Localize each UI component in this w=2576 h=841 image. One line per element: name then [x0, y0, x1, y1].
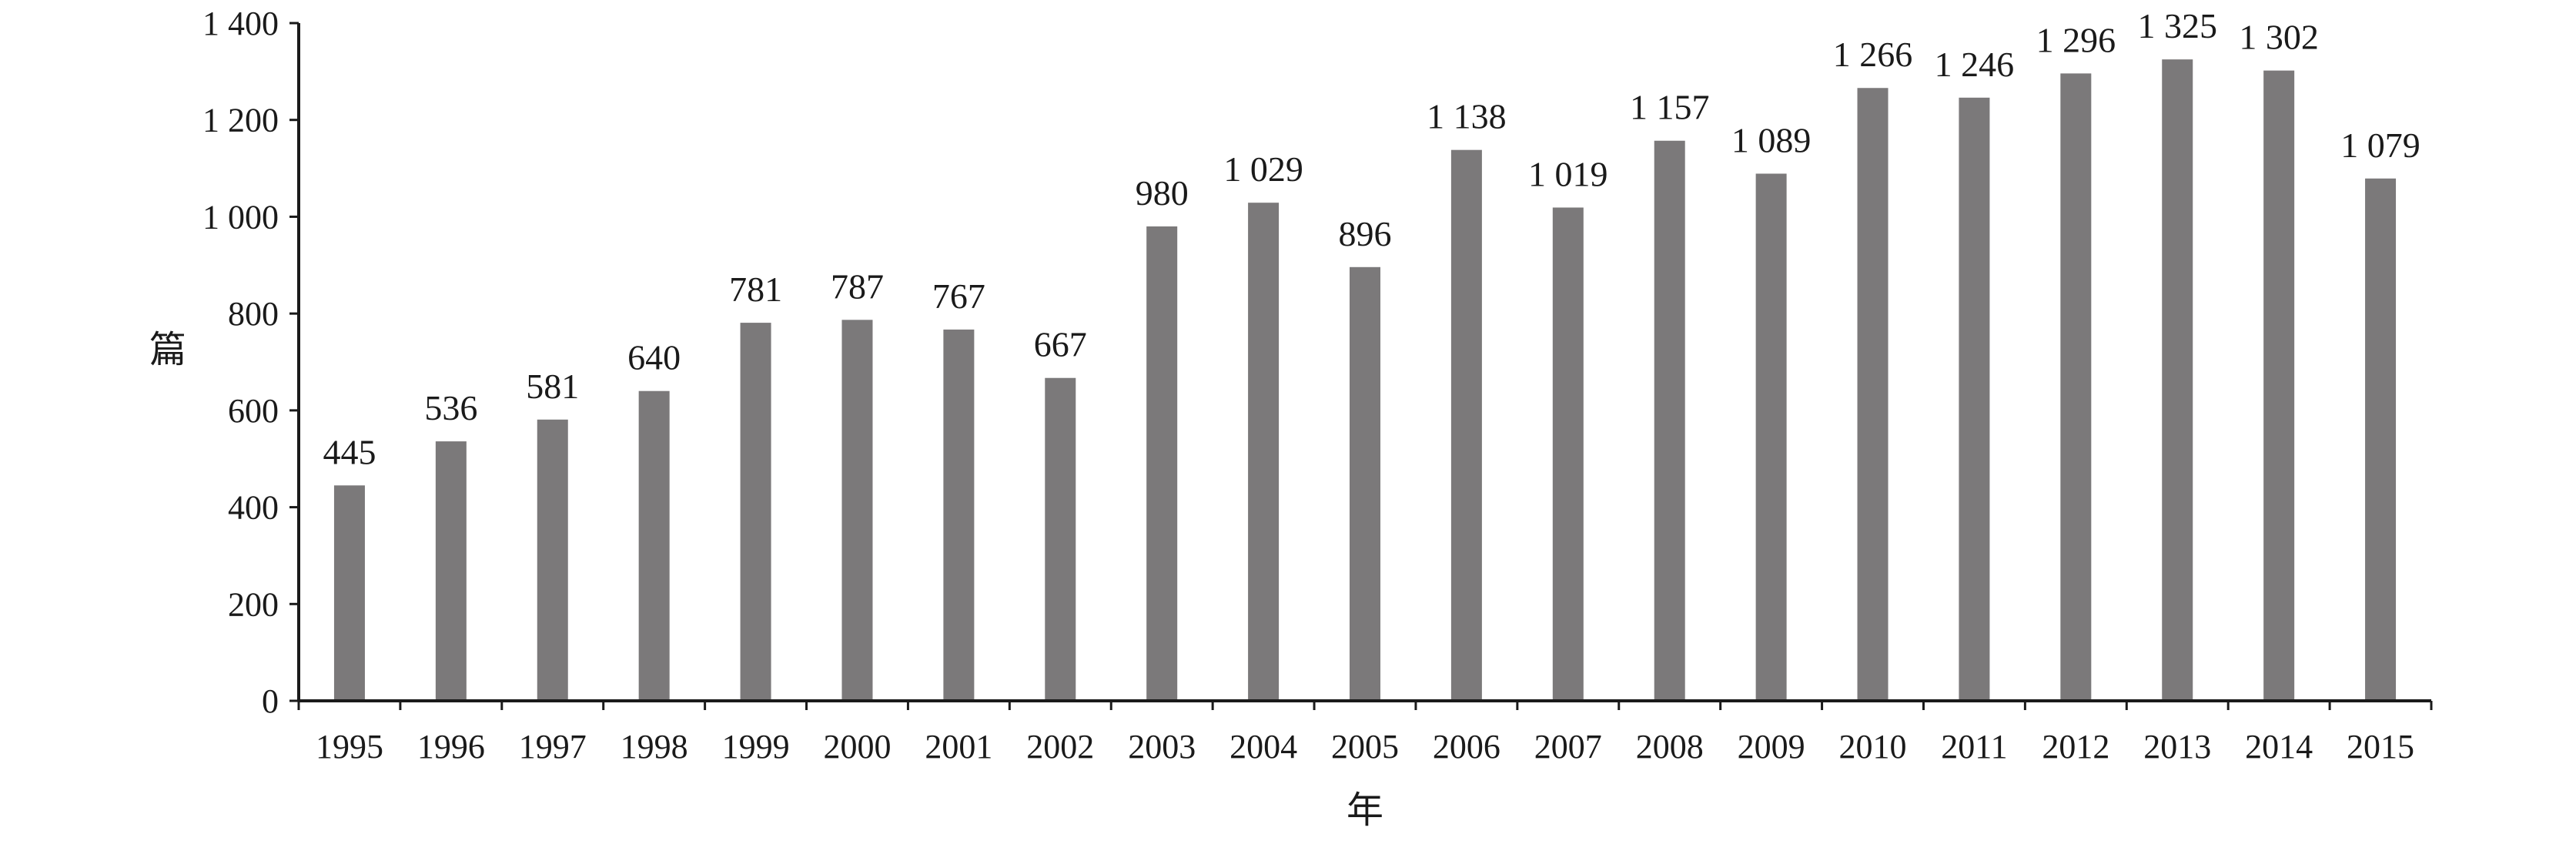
x-tick-label: 2011	[1941, 728, 2007, 766]
x-tick-label: 2005	[1331, 728, 1399, 766]
data-label-2001: 767	[932, 276, 985, 316]
bar-2000	[841, 320, 873, 701]
bar-2007	[1552, 207, 1584, 701]
bar-2005	[1350, 266, 1380, 701]
x-tick-label: 1998	[621, 728, 688, 766]
x-tick-label: 2004	[1229, 728, 1297, 766]
y-tick-label: 400	[228, 489, 279, 527]
bar-2010	[1857, 88, 1889, 701]
x-tick-label: 2009	[1738, 728, 1805, 766]
data-labels: 445 536 581 640 781 787 767 667 980 1 029 896 1 138…	[323, 6, 2420, 471]
x-tick-label: 2007	[1534, 728, 1602, 766]
x-tick-label: 1995	[316, 728, 383, 766]
x-tick-label: 1999	[722, 728, 790, 766]
x-tick-label: 2006	[1433, 728, 1500, 766]
bar-2014	[2263, 70, 2295, 702]
data-label-2009: 1 089	[1731, 120, 1812, 159]
x-tick-label: 2012	[2042, 728, 2109, 766]
y-tick-label: 600	[228, 392, 279, 430]
axes-layer	[297, 23, 2431, 702]
y-axis-title: 篇	[149, 330, 186, 370]
x-tick-label: 2001	[925, 728, 992, 766]
bar-1999	[740, 323, 771, 701]
data-label-2015: 1 079	[2340, 126, 2420, 165]
data-label-2013: 1 325	[2137, 6, 2217, 45]
data-label-1998: 640	[627, 338, 681, 377]
x-tick-label: 1996	[417, 728, 485, 766]
y-tick-label: 1 200	[202, 102, 279, 139]
bar-2013	[2162, 59, 2193, 701]
x-tick-label: 2014	[2245, 728, 2313, 766]
data-label-2003: 980	[1136, 173, 1189, 213]
bar-2011	[1959, 97, 1990, 702]
bar-2009	[1755, 173, 1787, 701]
bars-layer	[333, 59, 2397, 702]
bar-1998	[638, 390, 670, 701]
bar-2015	[2365, 178, 2397, 701]
x-axis-title: 年	[1347, 790, 1383, 831]
bar-2008	[1654, 140, 1685, 701]
data-label-2002: 667	[1034, 325, 1087, 364]
data-label-2014: 1 302	[2239, 18, 2319, 57]
y-tick-label: 0	[262, 682, 279, 720]
data-label-2000: 787	[831, 266, 884, 306]
data-label-2006: 1 138	[1427, 97, 1507, 136]
data-label-2004: 1 029	[1223, 149, 1303, 189]
data-label-2007: 1 019	[1528, 154, 1608, 193]
data-label-2011: 1 246	[1935, 45, 2015, 84]
x-tick-label: 2013	[2143, 728, 2211, 766]
data-label-1996: 536	[424, 388, 477, 427]
y-tick-label: 200	[228, 585, 279, 623]
bar-2006	[1450, 149, 1482, 701]
y-tick-label: 800	[228, 295, 279, 333]
x-ticks: 1995 1996 1997 1998 1999 2000 2001 2002 2003 2004…	[297, 701, 2433, 766]
bar-2001	[943, 329, 975, 701]
y-tick-label: 1 000	[202, 198, 279, 236]
bar-1995	[333, 485, 365, 701]
x-tick-label: 2000	[823, 728, 891, 766]
bar-2003	[1146, 226, 1178, 701]
bar-2004	[1248, 203, 1280, 701]
x-tick-label: 2008	[1636, 728, 1704, 766]
y-tick-label: 1 400	[202, 5, 279, 42]
x-tick-label: 1997	[519, 728, 587, 766]
data-label-2010: 1 266	[1833, 35, 1913, 74]
data-label-2005: 896	[1339, 214, 1392, 253]
x-tick-label: 2010	[1839, 728, 1907, 766]
data-label-1997: 581	[526, 367, 579, 406]
bar-2012	[2060, 73, 2092, 701]
x-tick-label: 2002	[1026, 728, 1094, 766]
x-tick-label: 2003	[1128, 728, 1196, 766]
bar-2002	[1045, 377, 1076, 701]
data-label-2012: 1 296	[2036, 20, 2116, 59]
bar-1997	[537, 419, 568, 701]
bar-1996	[435, 441, 467, 701]
data-label-1999: 781	[729, 270, 782, 309]
y-ticks: 0 200 400 600 800 1 000 1 200 1 400	[202, 5, 299, 720]
data-label-2008: 1 157	[1630, 88, 1710, 127]
data-label-1995: 445	[323, 432, 376, 471]
x-tick-label: 2015	[2347, 728, 2414, 766]
